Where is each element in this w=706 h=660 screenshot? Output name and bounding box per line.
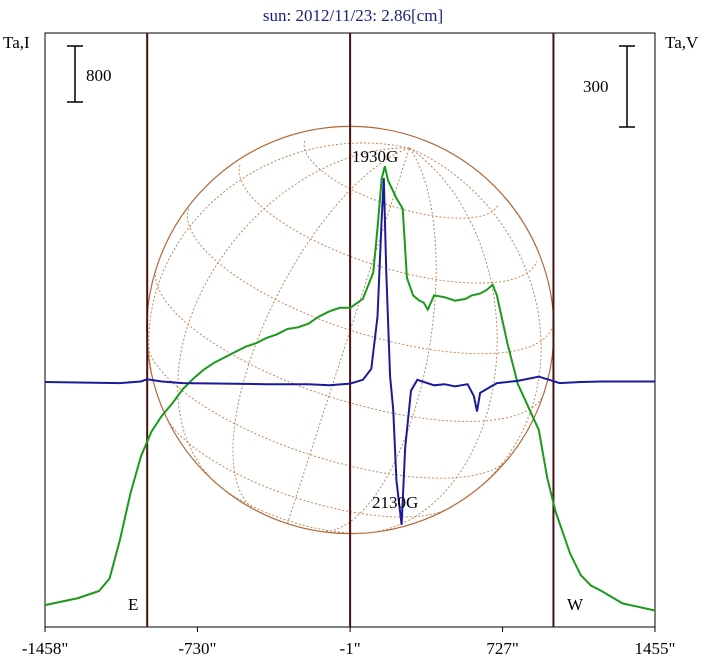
series-line-tai (44, 165, 656, 612)
latitude-line (186, 208, 553, 355)
x-tick-label: -1458" (22, 639, 69, 658)
longitude-line (148, 142, 410, 393)
x-axis-ticks: -1458" -730" -1" 727" 1455" (22, 627, 676, 658)
scale-bar-right-label: 300 (583, 77, 609, 96)
scale-bar-left (67, 45, 83, 103)
west-limb-label: W (567, 595, 584, 614)
longitude-line (232, 147, 410, 511)
series-layer (44, 165, 656, 612)
latitude-line (165, 416, 449, 518)
latitude-line (238, 164, 538, 284)
y-right-axis-label: Ta,V (665, 33, 699, 52)
x-tick-label: -730" (178, 639, 216, 658)
x-tick-label: 1455" (635, 639, 676, 658)
longitude-line (409, 147, 542, 495)
latitude-line (155, 266, 545, 422)
annotation-max-field: 1930G (352, 147, 398, 166)
longitude-line (321, 147, 437, 532)
longitude-line (177, 147, 410, 486)
scale-bar-left-label: 800 (86, 66, 112, 85)
x-tick-label: 727" (486, 639, 518, 658)
latitude-line (303, 140, 499, 219)
latitude-line (219, 486, 364, 534)
chart-title: sun: 2012/11/23: 2.86[cm] (263, 6, 443, 25)
latitude-line (146, 343, 508, 479)
y-left-axis-label: Ta,I (3, 33, 30, 52)
longitude-line (366, 147, 498, 534)
x-tick-label: -1" (340, 639, 361, 658)
east-limb-label: E (128, 595, 138, 614)
scale-bar-right (619, 45, 635, 128)
annotation-min-field: 2130G (372, 493, 418, 512)
series-line-tav (44, 178, 655, 525)
longitude-line (286, 147, 410, 524)
limb-lines (146, 33, 555, 627)
